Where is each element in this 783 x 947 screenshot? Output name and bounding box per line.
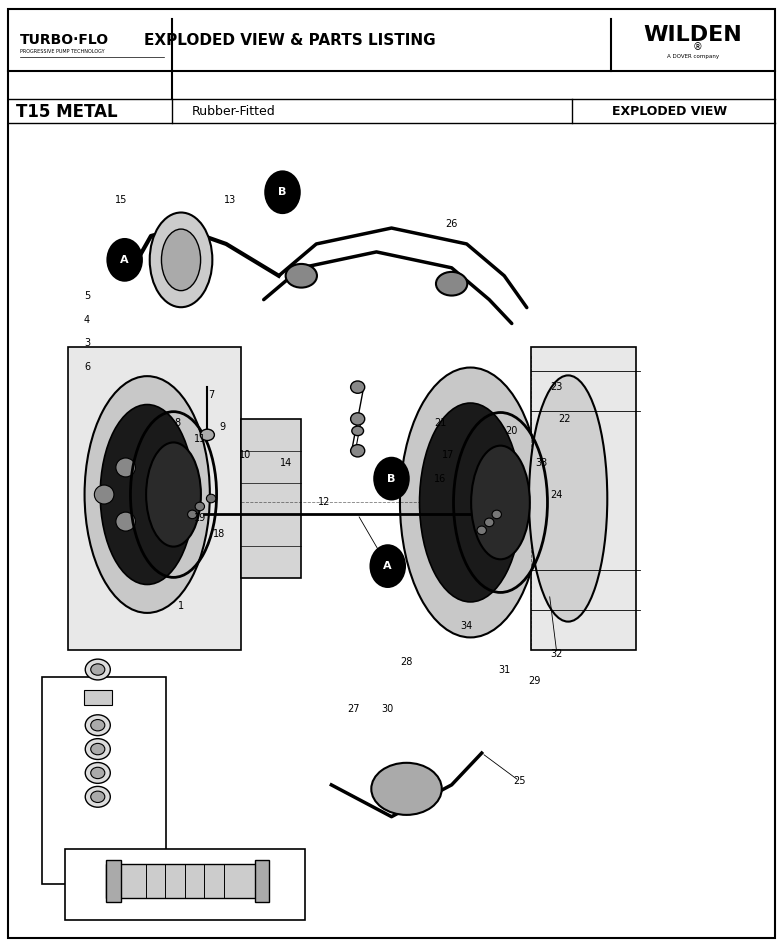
Text: TURBO·FLO: TURBO·FLO	[20, 33, 109, 46]
Text: 3: 3	[84, 338, 90, 348]
Ellipse shape	[91, 720, 105, 731]
Text: 31: 31	[498, 665, 511, 674]
Text: PROGRESSIVE PUMP TECHNOLOGY: PROGRESSIVE PUMP TECHNOLOGY	[20, 48, 104, 54]
Ellipse shape	[207, 494, 216, 503]
Ellipse shape	[91, 791, 105, 802]
Ellipse shape	[100, 404, 194, 584]
Text: ®: ®	[693, 43, 702, 52]
Text: 32: 32	[550, 649, 563, 658]
Text: 24: 24	[550, 490, 563, 499]
Ellipse shape	[286, 264, 317, 288]
Text: EXPLODED VIEW & PARTS LISTING: EXPLODED VIEW & PARTS LISTING	[144, 33, 435, 48]
Text: 34: 34	[460, 621, 473, 631]
Text: 28: 28	[400, 656, 413, 667]
Ellipse shape	[477, 527, 486, 534]
Ellipse shape	[371, 763, 442, 814]
Ellipse shape	[85, 376, 210, 613]
Text: T15 METAL: T15 METAL	[16, 102, 117, 121]
Text: WILDEN: WILDEN	[644, 25, 742, 45]
Text: 33: 33	[536, 457, 548, 468]
Text: 1: 1	[178, 601, 184, 611]
Text: 27: 27	[348, 705, 360, 714]
Ellipse shape	[91, 767, 105, 778]
Ellipse shape	[161, 229, 200, 291]
Circle shape	[370, 545, 405, 587]
Ellipse shape	[85, 659, 110, 680]
Ellipse shape	[420, 403, 521, 602]
Text: 22: 22	[558, 414, 571, 424]
Ellipse shape	[351, 413, 365, 425]
Text: 9: 9	[219, 422, 226, 432]
Text: B: B	[278, 188, 287, 197]
Text: 18: 18	[212, 529, 225, 539]
Ellipse shape	[200, 429, 215, 440]
Ellipse shape	[485, 518, 494, 527]
Text: 13: 13	[224, 195, 236, 205]
Text: 2: 2	[384, 474, 391, 484]
Ellipse shape	[159, 458, 179, 477]
Ellipse shape	[91, 743, 105, 755]
Text: A: A	[384, 562, 392, 571]
Ellipse shape	[180, 485, 200, 504]
Ellipse shape	[471, 446, 530, 560]
Ellipse shape	[85, 715, 110, 736]
Ellipse shape	[529, 375, 608, 621]
Text: 25: 25	[513, 776, 525, 786]
Text: 7: 7	[208, 390, 215, 400]
Ellipse shape	[85, 786, 110, 807]
Text: 5: 5	[84, 291, 90, 300]
Bar	[241, 419, 301, 578]
Text: 16: 16	[435, 474, 446, 484]
Ellipse shape	[352, 426, 363, 436]
Text: B: B	[388, 474, 395, 484]
Bar	[42, 677, 166, 884]
Ellipse shape	[400, 367, 541, 637]
Text: 4: 4	[84, 314, 90, 325]
Circle shape	[265, 171, 300, 213]
Text: 8: 8	[174, 418, 180, 428]
Circle shape	[374, 457, 409, 499]
Ellipse shape	[116, 458, 135, 477]
Text: 29: 29	[528, 676, 540, 687]
Text: 6: 6	[84, 363, 90, 372]
Bar	[255, 860, 269, 902]
Ellipse shape	[116, 512, 135, 531]
Text: A DOVER company: A DOVER company	[667, 54, 719, 60]
Text: 21: 21	[434, 418, 446, 428]
Text: 10: 10	[239, 450, 251, 459]
Text: 23: 23	[550, 383, 563, 392]
Ellipse shape	[351, 445, 365, 457]
Ellipse shape	[159, 512, 179, 531]
Text: 11: 11	[193, 434, 206, 444]
Ellipse shape	[85, 762, 110, 783]
Ellipse shape	[195, 502, 204, 510]
Circle shape	[107, 239, 142, 280]
Text: 20: 20	[506, 426, 518, 436]
Bar	[106, 864, 263, 898]
Text: 19: 19	[193, 513, 206, 524]
Text: 17: 17	[442, 450, 454, 459]
Ellipse shape	[94, 485, 114, 504]
Ellipse shape	[91, 664, 105, 675]
Bar	[84, 689, 112, 705]
FancyBboxPatch shape	[68, 348, 241, 650]
Ellipse shape	[351, 381, 365, 393]
Bar	[64, 849, 305, 920]
Ellipse shape	[150, 212, 212, 307]
Ellipse shape	[436, 272, 467, 295]
Ellipse shape	[188, 510, 197, 519]
Text: A: A	[121, 255, 129, 265]
Text: 14: 14	[280, 457, 292, 468]
Ellipse shape	[146, 442, 201, 546]
Ellipse shape	[85, 739, 110, 759]
Text: 15: 15	[114, 195, 127, 205]
Text: 30: 30	[381, 705, 394, 714]
Bar	[531, 348, 636, 650]
Text: 26: 26	[446, 219, 458, 229]
Text: 12: 12	[318, 497, 330, 508]
Text: EXPLODED VIEW: EXPLODED VIEW	[612, 105, 727, 118]
Text: Rubber-Fitted: Rubber-Fitted	[192, 105, 276, 118]
Ellipse shape	[492, 510, 501, 519]
Bar	[106, 860, 121, 902]
